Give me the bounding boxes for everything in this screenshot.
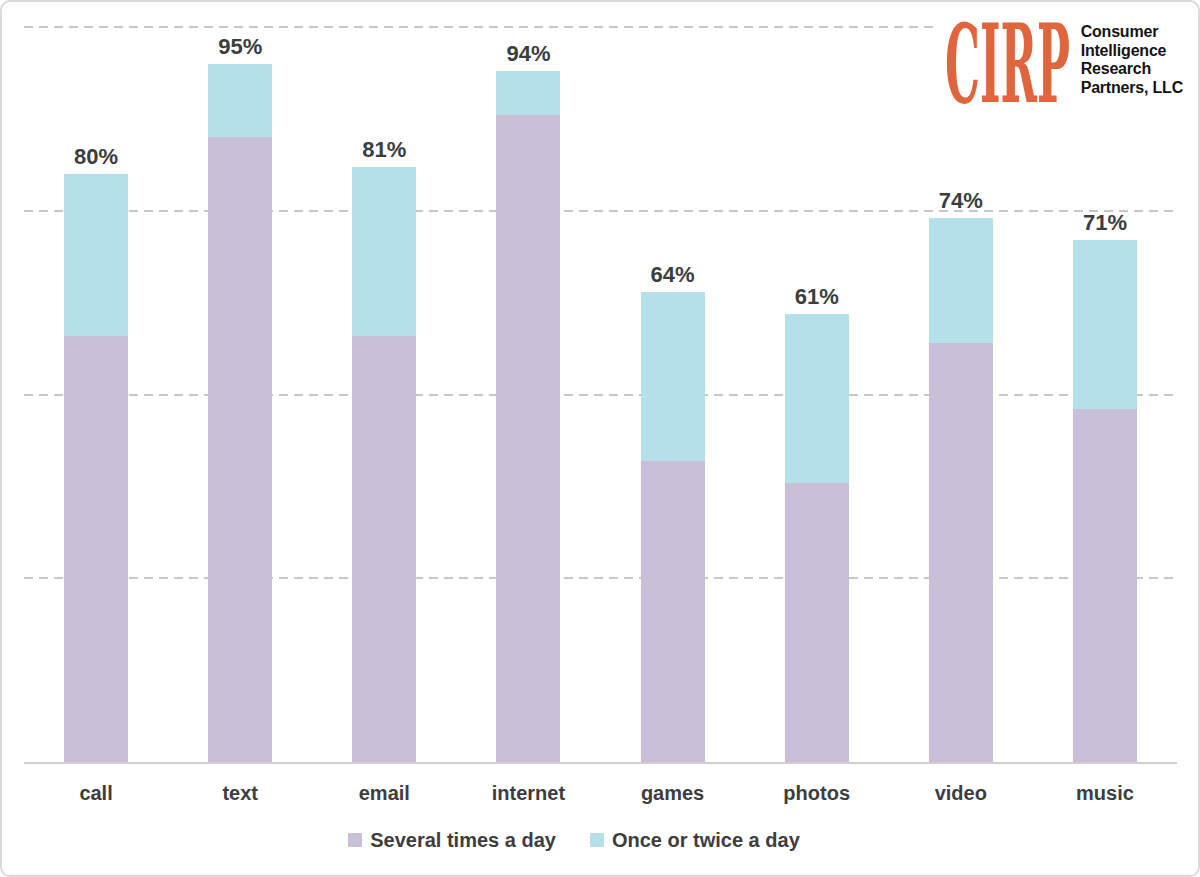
legend-swatch-several-times [348,833,362,847]
cirp-wordmark-text: CIRP [945,18,1070,106]
bar-segment-once-twice-internet [496,71,560,115]
logo-org-line: Consumer [1081,23,1183,42]
bar-total-label-photos: 61% [795,286,839,308]
cirp-logo: CIRP Consumer Intelligence Research Part… [936,16,1185,110]
bar-total-label-text: 95% [218,36,262,58]
bar-total-label-call: 80% [74,146,118,168]
legend-item-several-times: Several times a day [348,830,556,850]
bar-segment-several-times-text [208,137,272,762]
bar-segment-several-times-call [64,336,128,762]
bar-column-games: 64% [601,27,745,762]
bar-segment-several-times-email [352,336,416,762]
plot-area: 80% 95% 81% 94% 64% 61% 74% 71% [24,27,1177,762]
bar-segment-once-twice-text [208,64,272,138]
bar-segment-once-twice-photos [785,314,849,483]
bar-total-label-internet: 94% [506,43,550,65]
legend-swatch-once-twice [590,833,604,847]
legend-item-once-twice: Once or twice a day [590,830,800,850]
category-label-text: text [168,774,312,805]
bars-layer: 80% 95% 81% 94% 64% 61% 74% 71% [24,27,1177,762]
legend-label-once-twice: Once or twice a day [612,830,800,850]
legend: Several times a day Once or twice a day [0,830,1172,850]
logo-org-line: Intelligence [1081,42,1183,61]
category-axis: calltextemailinternetgamesphotosvideomus… [24,774,1177,805]
bar-column-music: 71% [1033,27,1177,762]
category-label-games: games [601,774,745,805]
bar-segment-several-times-video [929,343,993,762]
bar-column-photos: 61% [745,27,889,762]
bar-segment-several-times-games [641,461,705,762]
bar-column-call: 80% [24,27,168,762]
bar-segment-once-twice-call [64,174,128,336]
bar-total-label-email: 81% [362,139,406,161]
bar-segment-once-twice-music [1073,240,1137,409]
bar-segment-once-twice-email [352,167,416,336]
category-label-internet: internet [456,774,600,805]
logo-org-name: Consumer Intelligence Research Partners,… [1081,18,1183,97]
bar-segment-several-times-music [1073,409,1137,762]
category-label-photos: photos [745,774,889,805]
x-axis-line [24,762,1177,764]
bar-segment-several-times-internet [496,115,560,762]
cirp-wordmark: CIRP [944,18,1072,106]
bar-segment-several-times-photos [785,483,849,762]
bar-column-internet: 94% [456,27,600,762]
bar-segment-once-twice-video [929,218,993,343]
legend-label-several-times: Several times a day [370,830,556,850]
logo-org-line: Research [1081,60,1183,79]
bar-segment-once-twice-games [641,292,705,461]
bar-total-label-music: 71% [1083,212,1127,234]
category-label-music: music [1033,774,1177,805]
category-label-email: email [312,774,456,805]
bar-column-email: 81% [312,27,456,762]
logo-org-line: Partners, LLC [1081,79,1183,98]
chart-canvas: 80% 95% 81% 94% 64% 61% 74% 71% calltextemailin… [0,0,1200,877]
bar-total-label-games: 64% [651,264,695,286]
bar-column-text: 95% [168,27,312,762]
category-label-call: call [24,774,168,805]
category-label-video: video [889,774,1033,805]
bar-total-label-video: 74% [939,190,983,212]
bar-column-video: 74% [889,27,1033,762]
